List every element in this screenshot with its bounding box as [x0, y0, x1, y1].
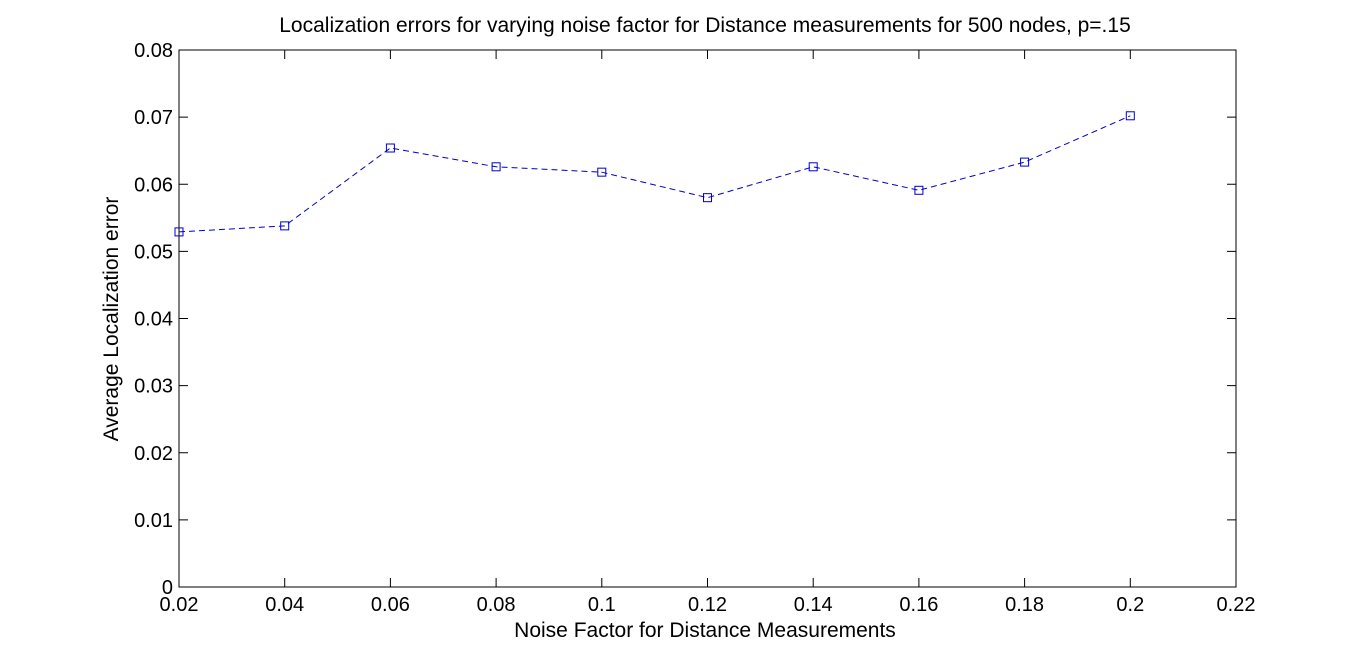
data-point-marker	[703, 193, 712, 203]
y-tick-label: 0.06	[134, 174, 173, 196]
x-axis-title: Noise Factor for Distance Measurements	[514, 619, 896, 642]
y-tick-label: 0.02	[134, 443, 173, 465]
series-line	[178, 115, 1131, 233]
x-tick-label: 0.06	[371, 594, 410, 616]
x-tick-label: 0.04	[265, 594, 304, 616]
data-point-marker	[280, 221, 290, 231]
y-axis-title: Average Localization error	[100, 197, 123, 442]
series-layer	[174, 111, 1135, 237]
x-tick-label: 0.18	[1005, 594, 1044, 616]
x-tick-label: 0.2	[1116, 594, 1144, 616]
data-point-marker	[1020, 157, 1030, 167]
data-point-marker	[385, 143, 395, 153]
data-point-marker	[1125, 111, 1135, 121]
data-point-marker	[174, 227, 184, 237]
x-tick-label: 0.1	[588, 594, 616, 616]
y-tick-label: 0.08	[134, 40, 173, 62]
x-tick-label: 0.12	[688, 594, 727, 616]
data-point-marker	[808, 162, 818, 172]
y-axis: 0 0.01 0.02 0.03 0.04 0.05 0.06 0.07 0.08	[134, 40, 1236, 599]
x-tick-label: 0.02	[160, 594, 199, 616]
x-tick-label: 0.22	[1217, 594, 1256, 616]
y-tick-label: 0.04	[134, 309, 173, 331]
y-tick-label: 0	[162, 577, 173, 599]
x-axis: 0.02 0.04 0.06 0.08 0.1 0.12 0.14 0.16 0.18 0.2 0.…	[160, 50, 1256, 616]
y-tick-label: 0.05	[134, 241, 173, 263]
x-tick-label: 0.14	[794, 594, 833, 616]
y-tick-label: 0.03	[134, 376, 173, 398]
x-tick-label: 0.08	[477, 594, 516, 616]
x-tick-label: 0.16	[899, 594, 938, 616]
data-point-marker	[491, 162, 501, 172]
chart-title: Localization errors for varying noise fa…	[279, 14, 1131, 37]
plot-area-frame	[178, 49, 1237, 588]
data-point-marker	[597, 167, 607, 177]
y-tick-label: 0.07	[134, 107, 173, 129]
y-tick-label: 0.01	[134, 510, 173, 532]
data-point-marker	[914, 185, 924, 195]
